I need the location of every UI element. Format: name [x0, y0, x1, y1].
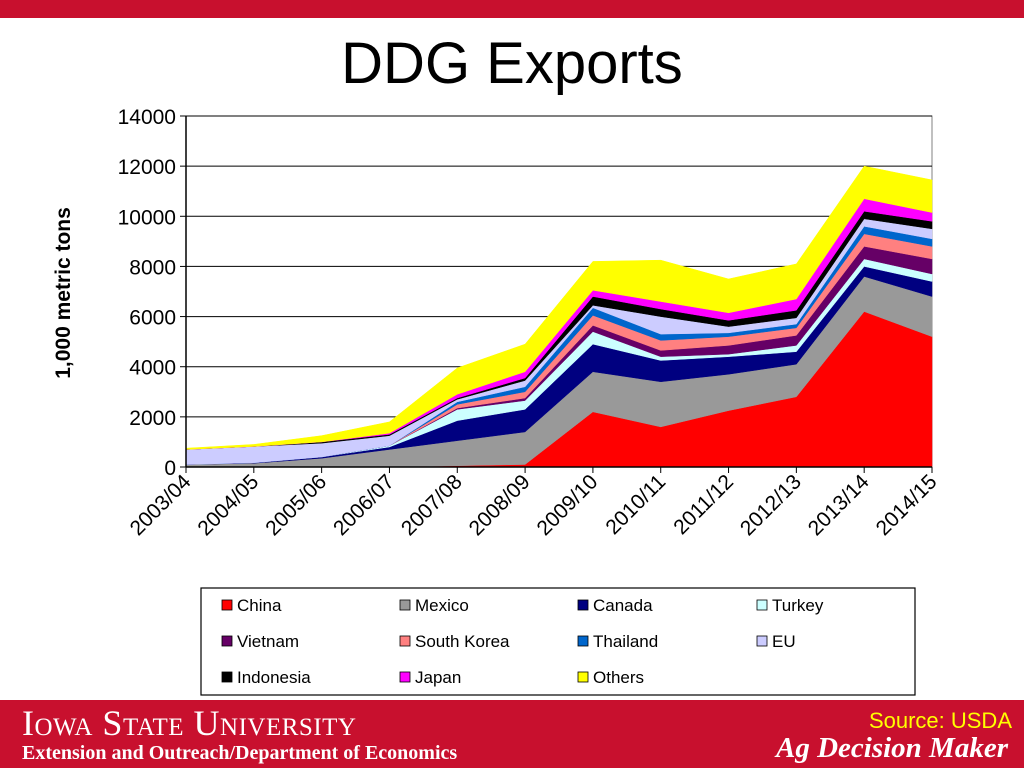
x-tick-label: 2010/11: [601, 470, 670, 539]
legend-swatch: [577, 635, 589, 647]
brand-name: Ag Decision Maker: [776, 732, 1008, 764]
plot-area: 020004000600080001000012000140002003/042…: [118, 106, 942, 540]
legend-label: Indonesia: [237, 668, 311, 687]
legend-swatch: [399, 635, 411, 647]
legend-swatch: [577, 599, 589, 611]
legend-label: Turkey: [772, 596, 824, 615]
y-axis-label: 1,000 metric tons: [52, 207, 75, 379]
legend-label: Japan: [415, 668, 461, 687]
y-tick-label: 12000: [118, 156, 176, 179]
x-tick-label: 2009/10: [532, 470, 602, 540]
footer-bar: [0, 700, 1024, 768]
university-logo-text: Iowa State University: [22, 703, 357, 743]
area-series-others: [185, 165, 933, 450]
x-tick-label: 2004/05: [193, 470, 263, 540]
legend-label: South Korea: [415, 632, 510, 651]
x-tick-label: 2006/07: [329, 470, 399, 540]
department-name: Extension and Outreach/Department of Eco…: [22, 742, 458, 764]
y-tick-label: 0: [164, 457, 176, 480]
x-tick-label: 2013/14: [804, 470, 874, 540]
y-tick-label: 14000: [118, 106, 176, 129]
x-tick-label: 2007/08: [397, 470, 467, 540]
y-tick-label: 6000: [129, 307, 176, 330]
slide-title: DDG Exports: [341, 31, 683, 96]
top-accent-bar: [0, 0, 1024, 18]
legend-swatch: [221, 671, 233, 683]
x-tick-label: 2005/06: [261, 470, 331, 540]
legend-label: Others: [593, 668, 644, 687]
y-tick-label: 2000: [129, 407, 176, 430]
legend-swatch: [221, 635, 233, 647]
x-tick-label: 2012/13: [736, 470, 806, 540]
source-note: Source: USDA: [868, 708, 1012, 733]
legend-swatch: [756, 599, 768, 611]
legend-label: Vietnam: [237, 632, 299, 651]
legend-label: EU: [772, 632, 796, 651]
x-tick-label: 2014/15: [872, 470, 942, 540]
x-tick-label: 2008/09: [465, 470, 535, 540]
legend: China Mexico Canada Turkey Vietnam South Kore…: [200, 587, 916, 696]
y-tick-label: 8000: [129, 256, 176, 279]
x-tick-label: 2003/04: [126, 470, 196, 540]
legend-label: Canada: [593, 596, 653, 615]
y-tick-label: 4000: [129, 357, 176, 380]
x-tick-label: 2011/12: [669, 470, 738, 539]
legend-swatch: [399, 671, 411, 683]
legend-swatch: [577, 671, 589, 683]
legend-label: Thailand: [593, 632, 658, 651]
y-tick-label: 10000: [118, 206, 176, 229]
legend-label: Mexico: [415, 596, 469, 615]
legend-box: [200, 587, 916, 696]
ddg-exports-chart: 020004000600080001000012000140002003/042…: [52, 106, 942, 696]
legend-swatch: [756, 635, 768, 647]
legend-swatch: [399, 599, 411, 611]
legend-swatch: [221, 599, 233, 611]
legend-label: China: [237, 596, 282, 615]
